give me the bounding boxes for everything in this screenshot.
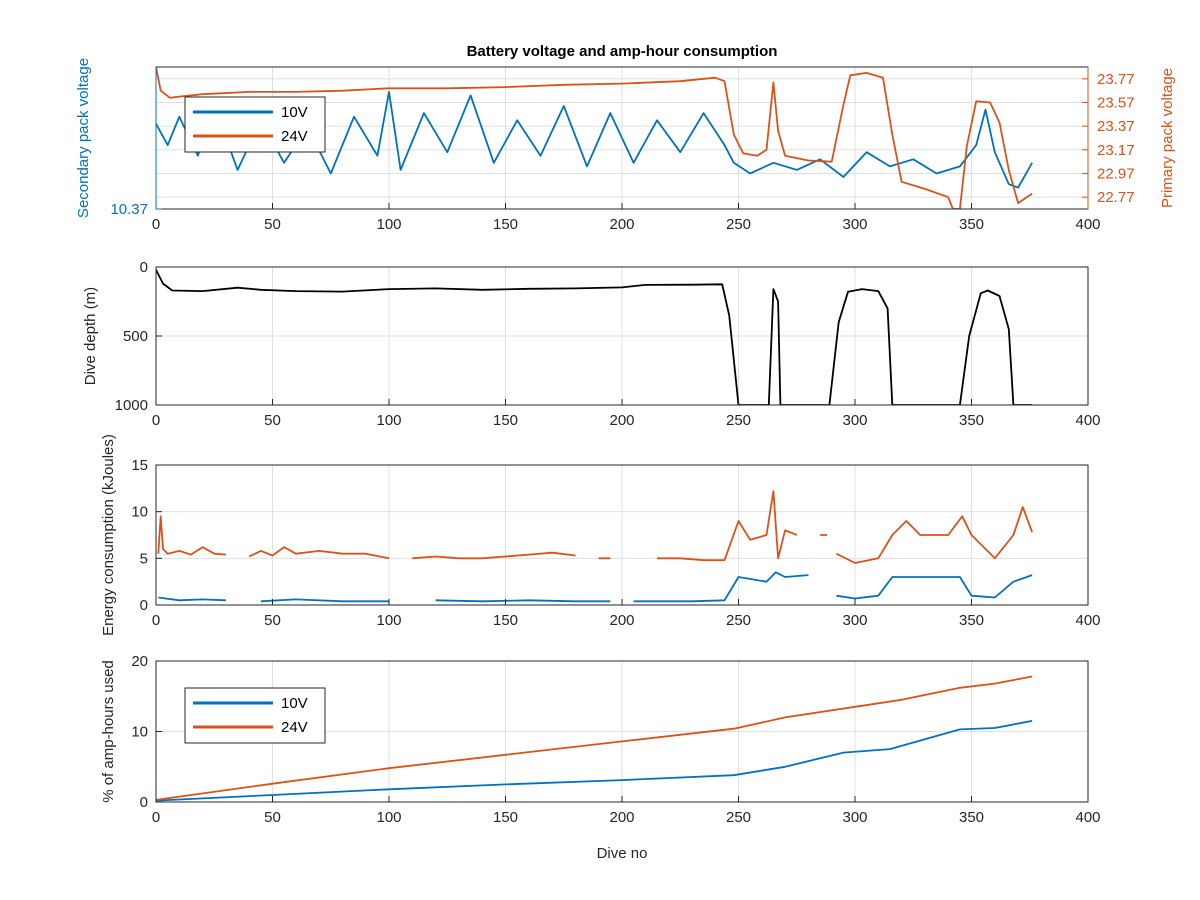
y-tick-label-right: 22.77 (1097, 189, 1135, 206)
x-tick-label: 50 (264, 809, 281, 826)
x-tick-label: 350 (959, 809, 984, 826)
y-tick-label: 10 (131, 724, 148, 741)
y-tick-label: 1000 (115, 397, 148, 414)
x-tick-label: 200 (609, 612, 634, 629)
x-tick-label: 350 (959, 412, 984, 429)
x-tick-label: 400 (1075, 216, 1100, 233)
panels: 0 50 100 150 200 250 300 350 40010.3722.7722.972… (75, 58, 1176, 826)
series-line-depth (156, 269, 1033, 405)
y-tick-label-right: 23.17 (1097, 142, 1135, 159)
y-tick-label: 10 (131, 504, 148, 521)
x-tick-label: 150 (493, 412, 518, 429)
figure-title: Battery voltage and amp-hour consumption (467, 43, 778, 60)
y-tick-label-left: 10.37 (110, 201, 148, 218)
legend-label-24v: 24V (281, 128, 308, 145)
y-axis-label-right: Primary pack voltage (1159, 68, 1176, 208)
x-tick-label: 300 (842, 809, 867, 826)
x-tick-label: 300 (842, 612, 867, 629)
x-tick-label: 100 (376, 809, 401, 826)
x-tick-label: 350 (959, 216, 984, 233)
x-tick-label: 200 (609, 412, 634, 429)
x-tick-label: 300 (842, 216, 867, 233)
x-tick-label: 0 (152, 216, 160, 233)
legend-label-10v: 10V (281, 695, 308, 712)
x-tick-label: 50 (264, 412, 281, 429)
y-tick-label: 500 (123, 328, 148, 345)
y-tick-label: 0 (140, 259, 148, 276)
y-axis-label: % of amp-hours used (100, 660, 117, 803)
y-tick-label: 15 (131, 457, 148, 474)
x-tick-label: 400 (1075, 412, 1100, 429)
series-line-24v (156, 67, 1033, 209)
series-line-24v (157, 490, 1033, 564)
y-tick-label-right: 22.97 (1097, 166, 1135, 183)
x-tick-label: 300 (842, 412, 867, 429)
x-tick-label: 100 (376, 612, 401, 629)
x-tick-label: 400 (1075, 612, 1100, 629)
series-line-10v (156, 720, 1033, 802)
y-axis-label: Dive depth (m) (82, 287, 99, 385)
x-tick-label: 100 (376, 412, 401, 429)
y-tick-label: 0 (140, 597, 148, 614)
x-tick-label: 250 (726, 412, 751, 429)
series-line-24v (156, 675, 1033, 801)
y-axis-label: Secondary pack voltage (75, 58, 92, 218)
x-tick-label: 350 (959, 612, 984, 629)
x-tick-label: 250 (726, 216, 751, 233)
y-tick-label-right: 23.77 (1097, 71, 1135, 88)
x-tick-label: 250 (726, 809, 751, 826)
x-tick-label: 0 (152, 412, 160, 429)
x-tick-label: 200 (609, 216, 634, 233)
subplot-1: 0 50 100 150 200 250 300 350 400 10.37 22.77 22.97 2… (75, 58, 1176, 233)
series-line-10v (158, 571, 1033, 603)
x-tick-label: 50 (264, 216, 281, 233)
x-axis-label: Dive no (597, 845, 648, 862)
x-tick-label: 150 (493, 809, 518, 826)
x-tick-label: 150 (493, 612, 518, 629)
subplot-4: 0 50 100 150 200 250 300 350 400 0 10 20 % of amp-ho… (100, 653, 1101, 826)
legend-label-10v: 10V (281, 104, 308, 121)
x-tick-label: 50 (264, 612, 281, 629)
legend-box (184, 687, 326, 744)
subplot-2: 0 50 100 150 200 250 300 350 400 0 500 1000 Dive dep… (82, 259, 1101, 429)
y-axis-label: Energy consumption (kJoules) (100, 434, 117, 636)
x-tick-label: 200 (609, 809, 634, 826)
x-tick-label: 100 (376, 216, 401, 233)
x-tick-label: 0 (152, 612, 160, 629)
legend-label-24v: 24V (281, 719, 308, 736)
y-tick-label-right: 23.57 (1097, 95, 1135, 112)
x-tick-label: 150 (493, 216, 518, 233)
legend-box (184, 96, 326, 153)
y-tick-label: 0 (140, 794, 148, 811)
y-tick-label: 20 (131, 653, 148, 670)
x-tick-label: 0 (152, 809, 160, 826)
x-tick-label: 400 (1075, 809, 1100, 826)
x-tick-label: 250 (726, 612, 751, 629)
y-tick-label-right: 23.37 (1097, 118, 1135, 135)
y-tick-label: 5 (140, 550, 148, 567)
subplot-3: 0 50 100 150 200 250 300 350 400 0 5 10 15 Energy con… (100, 434, 1101, 636)
